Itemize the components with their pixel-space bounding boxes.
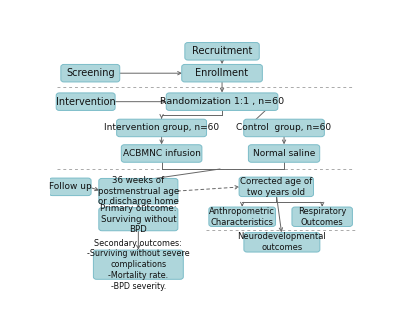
Text: Screening: Screening (66, 68, 115, 78)
Text: Primary outcome:
Surviving without
BPD: Primary outcome: Surviving without BPD (100, 204, 177, 234)
FancyBboxPatch shape (182, 64, 262, 82)
FancyBboxPatch shape (121, 145, 202, 162)
Text: Randomization 1:1 , n=60: Randomization 1:1 , n=60 (160, 97, 284, 106)
FancyBboxPatch shape (117, 119, 206, 137)
FancyBboxPatch shape (209, 207, 276, 227)
FancyBboxPatch shape (292, 207, 352, 227)
FancyBboxPatch shape (93, 250, 183, 279)
Text: Recruitment: Recruitment (192, 46, 252, 56)
FancyBboxPatch shape (244, 233, 320, 252)
FancyBboxPatch shape (56, 93, 115, 110)
Text: Anthropometric
Characteristics: Anthropometric Characteristics (209, 207, 275, 227)
FancyBboxPatch shape (61, 64, 120, 82)
FancyBboxPatch shape (185, 43, 259, 60)
FancyBboxPatch shape (244, 119, 324, 137)
FancyBboxPatch shape (49, 178, 91, 196)
Text: Control  group, n=60: Control group, n=60 (236, 124, 332, 132)
Text: ACBMNC infusion: ACBMNC infusion (123, 149, 200, 158)
FancyBboxPatch shape (248, 145, 320, 162)
Text: Follow up: Follow up (49, 182, 92, 191)
Text: Respiratory
Outcomes: Respiratory Outcomes (298, 207, 346, 227)
Text: Neurodevelopmental
outcomes: Neurodevelopmental outcomes (238, 233, 326, 252)
Text: Corrected age of
two years old: Corrected age of two years old (240, 177, 312, 197)
Text: Secondary outcomes:
-Surviving without severe
complications
-Mortality rate.
-BP: Secondary outcomes: -Surviving without s… (87, 239, 190, 291)
Text: 36 weeks of
postmenstrual age
or discharge home: 36 weeks of postmenstrual age or dischar… (98, 176, 179, 206)
Text: Normal saline: Normal saline (253, 149, 315, 158)
FancyBboxPatch shape (99, 179, 178, 204)
Text: Intervention: Intervention (56, 97, 116, 107)
FancyBboxPatch shape (166, 93, 278, 110)
Text: Enrollment: Enrollment (196, 68, 249, 78)
FancyBboxPatch shape (99, 208, 178, 231)
FancyBboxPatch shape (239, 177, 314, 197)
Text: Intervention group, n=60: Intervention group, n=60 (104, 124, 219, 132)
